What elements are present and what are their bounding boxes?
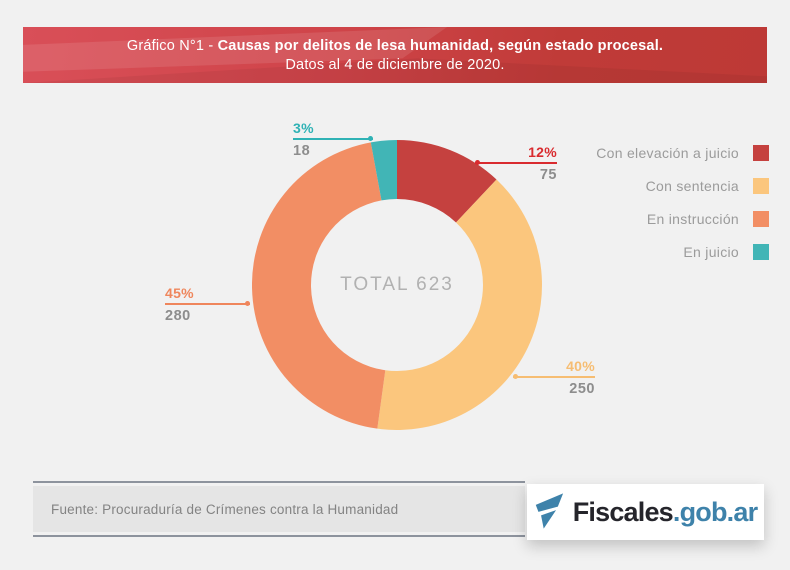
legend-label: En juicio	[683, 244, 739, 260]
source-box: Fuente: Procuraduría de Crímenes contra …	[33, 486, 525, 532]
donut-segment-con-elevaci-n-a-juicio	[397, 140, 497, 223]
legend-label: Con sentencia	[645, 178, 739, 194]
source-divider-bottom	[33, 535, 525, 537]
callout-con-sentencia: 40% 250	[513, 359, 595, 397]
source-divider-top	[33, 481, 525, 483]
legend-swatch-icon	[753, 145, 769, 161]
callout-value: 280	[165, 307, 191, 324]
callout-dot	[368, 136, 373, 141]
donut-chart	[252, 140, 542, 430]
legend-item-con-elevacion-a-juicio: Con elevación a juicio	[596, 145, 769, 161]
callout-leader-line	[293, 136, 373, 141]
source-text: Fuente: Procuraduría de Crímenes contra …	[51, 501, 399, 517]
callout-leader-line	[513, 374, 595, 379]
callout-en-juicio: 3% 18	[293, 121, 373, 159]
legend-swatch-icon	[753, 178, 769, 194]
chart-title-prefix: Gráfico N°1 -	[126, 38, 218, 54]
legend-swatch-icon	[753, 244, 769, 260]
callout-dot	[513, 374, 518, 379]
title-banner-text: Gráfico N°1 - Causas por delitos de lesa…	[23, 27, 767, 75]
callout-con-elevacion-a-juicio: 12% 75	[475, 145, 557, 183]
donut-segment-en-juicio	[370, 140, 397, 201]
donut-center-total: TOTAL 623	[340, 274, 454, 295]
callout-dot	[475, 160, 480, 165]
chart-subtitle: Datos al 4 de diciembre de 2020.	[285, 57, 505, 73]
title-banner: Gráfico N°1 - Causas por delitos de lesa…	[23, 27, 767, 83]
callout-en-instruccion: 45% 280	[165, 286, 250, 324]
legend-item-en-instruccion: En instrucción	[596, 211, 769, 227]
fiscales-flag-icon	[535, 493, 563, 529]
logo-text-accent: .gob.ar	[672, 496, 758, 527]
chart-title: Gráfico N°1 - Causas por delitos de lesa…	[23, 36, 767, 56]
callout-leader-line	[475, 160, 557, 165]
callout-value: 75	[539, 166, 557, 183]
donut-segment-con-sentencia	[377, 179, 542, 430]
legend-item-en-juicio: En juicio	[596, 244, 769, 260]
callout-dot	[245, 301, 250, 306]
callout-percent: 40%	[566, 358, 595, 374]
legend-label: En instrucción	[646, 211, 739, 227]
legend-label: Con elevación a juicio	[596, 145, 739, 161]
chart-legend: Con elevación a juicio Con sentencia En …	[596, 145, 769, 260]
chart-title-main: Causas por delitos de lesa humanidad, se…	[217, 38, 664, 54]
callout-percent: 12%	[528, 144, 557, 160]
callout-percent: 45%	[165, 285, 194, 301]
fiscales-logo-text: Fiscales.gob.ar	[573, 497, 758, 528]
donut-segment-en-instrucci-n	[252, 142, 386, 429]
callout-value: 18	[293, 142, 311, 159]
callout-value: 250	[569, 380, 595, 397]
callout-leader-line	[165, 301, 250, 306]
legend-item-con-sentencia: Con sentencia	[596, 178, 769, 194]
callout-percent: 3%	[293, 120, 314, 136]
fiscales-logo: Fiscales.gob.ar	[527, 484, 764, 540]
legend-swatch-icon	[753, 211, 769, 227]
logo-text-dark: Fiscales	[572, 496, 674, 527]
